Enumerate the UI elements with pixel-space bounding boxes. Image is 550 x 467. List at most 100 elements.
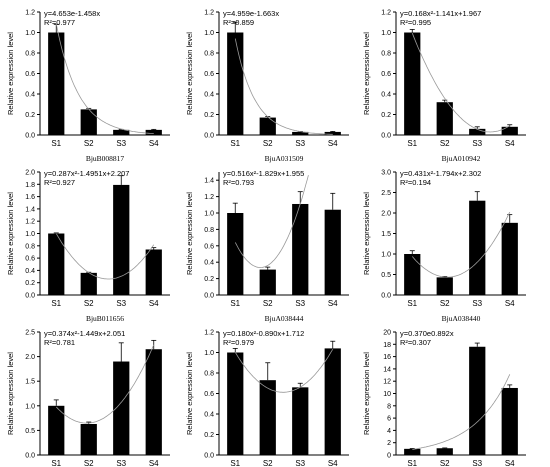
y-tick-label: 1.2: [25, 10, 35, 17]
y-tick-label: 0.0: [204, 133, 214, 140]
x-tick-label: S2: [263, 139, 273, 148]
x-tick-label: S1: [230, 299, 240, 308]
chart-panel: 0.0 0.2 0.4 0.6 0.8 1.0 1.2 Relative expression…: [185, 329, 349, 467]
y-tick-label: 0.8: [381, 51, 391, 58]
y-tick-label: 0.2: [204, 276, 214, 283]
bar: [48, 405, 65, 455]
trend-line: [55, 23, 154, 134]
bar: [469, 128, 486, 135]
bar: [113, 361, 130, 455]
x-tick-label: S2: [440, 299, 450, 308]
y-tick-label: 2.0: [25, 170, 35, 177]
trend-line: [55, 233, 155, 280]
y-tick-label: 1.4: [204, 178, 214, 185]
bar: [292, 131, 309, 135]
gene-label: BjuA010942: [442, 154, 481, 163]
x-tick-label: S4: [328, 139, 338, 148]
x-tick-label: S4: [505, 139, 515, 148]
y-tick-label: 0: [387, 453, 391, 460]
bar: [292, 387, 309, 455]
fit-equation: y=4.959e-1.663x: [223, 9, 279, 18]
bar: [501, 222, 518, 295]
bar: [501, 387, 518, 455]
y-tick-label: 0.8: [204, 371, 214, 378]
y-axis-label: Relative expression level: [6, 352, 15, 435]
y-tick-label: 0.0: [204, 293, 214, 300]
bar: [227, 213, 244, 295]
y-tick-label: 1.0: [204, 211, 214, 218]
gene-label: BjuA031509: [265, 154, 304, 163]
y-tick-label: 0.2: [204, 432, 214, 439]
y-tick-label: 1.5: [381, 231, 391, 238]
bar: [113, 129, 130, 135]
x-tick-label: S2: [84, 299, 94, 308]
bar: [259, 269, 276, 295]
x-tick-label: S3: [472, 139, 482, 148]
y-tick-label: 0.4: [204, 260, 214, 267]
bar: [145, 349, 162, 455]
y-tick-label: 16: [383, 354, 391, 361]
y-tick-label: 1.6: [25, 194, 35, 201]
trend-line: [234, 38, 333, 135]
r-squared: R²=0.995: [400, 18, 431, 27]
y-tick-label: 0.0: [381, 133, 391, 140]
r-squared: R²=0.307: [400, 338, 431, 347]
r-squared: R²=0.977: [44, 18, 75, 27]
y-tick-label: 0.6: [381, 71, 391, 78]
y-tick-label: 2: [387, 440, 391, 447]
x-tick-label: S3: [116, 459, 126, 467]
y-axis-label: Relative expression level: [185, 32, 194, 115]
bar: [227, 352, 244, 455]
chart-panel: 0.0 0.2 0.4 0.6 0.8 1.0 1.2 1.4 1.6 1.8 2.0 Relativ…: [6, 169, 170, 323]
r-squared: R²=0.927: [44, 178, 75, 187]
y-tick-label: 12: [383, 379, 391, 386]
chart-panel: 0 2 4 6 8 10 12 14 16 18 20 Relative expression lev…: [362, 329, 526, 467]
r-squared: R²=0.979: [223, 338, 254, 347]
y-tick-label: 0.0: [25, 133, 35, 140]
chart-panel: 0.0 0.2 0.4 0.6 0.8 1.0 1.2 1.4 Relative express…: [185, 169, 349, 323]
x-tick-label: S1: [407, 299, 417, 308]
bar: [80, 424, 97, 455]
chart-panel: 0.0 0.2 0.4 0.6 0.8 1.0 1.2 Relative expression…: [6, 9, 170, 163]
y-tick-label: 18: [383, 342, 391, 349]
chart-panel: 0.0 0.2 0.4 0.6 0.8 1.0 1.2 Relative expression…: [185, 9, 349, 163]
y-tick-label: 2.5: [381, 190, 391, 197]
x-tick-label: S3: [295, 139, 305, 148]
chart-panel: 0.0 0.2 0.4 0.6 0.8 1.0 1.2 Relative expression…: [362, 9, 526, 163]
y-tick-label: 0.6: [204, 243, 214, 250]
y-axis-label: Relative expression level: [362, 352, 371, 435]
bar: [80, 272, 97, 295]
bar: [324, 209, 341, 295]
r-squared: R²=0.859: [223, 18, 254, 27]
fit-equation: y=0.370e0.892x: [400, 329, 454, 338]
gene-label: BjuB011656: [86, 314, 124, 323]
y-axis-label: Relative expression level: [362, 192, 371, 275]
y-tick-label: 1.5: [25, 379, 35, 386]
x-tick-label: S1: [230, 459, 240, 467]
y-tick-label: 1.0: [25, 231, 35, 238]
y-tick-label: 2.0: [25, 354, 35, 361]
x-tick-label: S2: [84, 139, 94, 148]
y-tick-label: 0.4: [204, 92, 214, 99]
y-tick-label: 1.0: [381, 252, 391, 259]
bar: [259, 380, 276, 455]
y-tick-label: 1.0: [25, 30, 35, 37]
bar: [80, 109, 97, 135]
bar: [436, 277, 453, 295]
y-axis-label: Relative expression level: [185, 352, 194, 435]
trend-line: [56, 344, 155, 424]
bar: [145, 249, 162, 295]
y-tick-label: 0.4: [25, 92, 35, 99]
x-tick-label: S1: [230, 139, 240, 148]
bar: [259, 117, 276, 135]
y-tick-label: 0.8: [25, 243, 35, 250]
trend-line: [234, 175, 309, 268]
trend-line: [411, 211, 511, 278]
y-tick-label: 0.0: [25, 293, 35, 300]
y-tick-label: 1.2: [25, 219, 35, 226]
x-tick-label: S2: [440, 139, 450, 148]
y-axis-label: Relative expression level: [6, 32, 15, 115]
r-squared: R²=0.194: [400, 178, 431, 187]
x-tick-label: S4: [328, 459, 338, 467]
